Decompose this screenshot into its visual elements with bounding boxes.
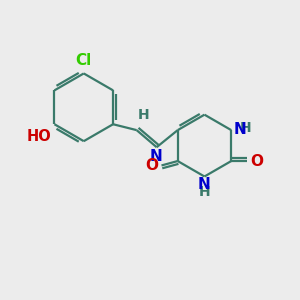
- Text: HO: HO: [26, 129, 51, 144]
- Text: N: N: [234, 122, 246, 137]
- Text: N: N: [150, 149, 162, 164]
- Text: H: H: [239, 121, 251, 135]
- Text: N: N: [198, 177, 211, 192]
- Text: O: O: [146, 158, 159, 173]
- Text: Cl: Cl: [76, 53, 92, 68]
- Text: H: H: [138, 108, 150, 122]
- Text: O: O: [250, 154, 263, 169]
- Text: H: H: [199, 185, 210, 199]
